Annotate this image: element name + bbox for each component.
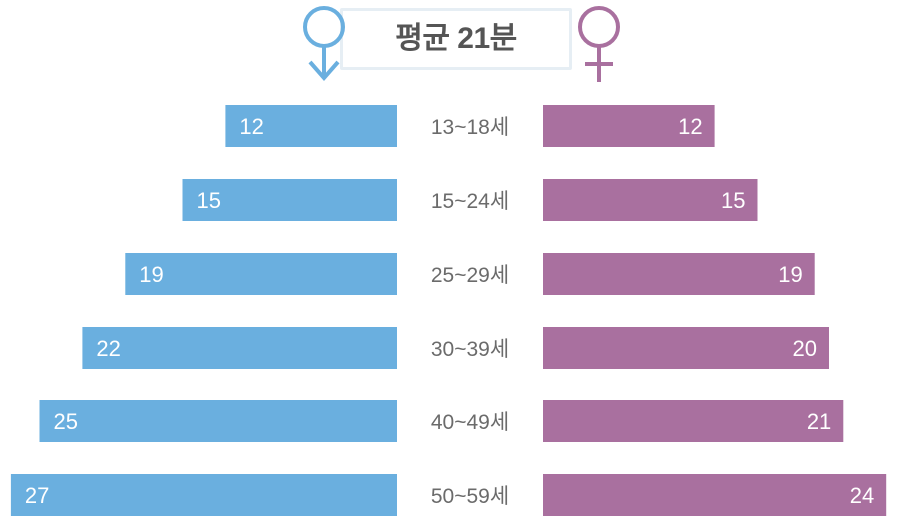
category-label: 13~18세 <box>431 116 509 139</box>
category-label: 50~59세 <box>431 485 509 508</box>
chart-title: 평균 21분 <box>395 22 517 55</box>
male-value-label: 25 <box>54 409 78 434</box>
male-series: 12 15 19 22 25 27 <box>10 105 398 516</box>
category-label: 25~29세 <box>431 264 509 287</box>
male-value-label: 22 <box>96 336 120 361</box>
female-bar <box>543 105 715 147</box>
female-bar <box>543 474 887 516</box>
male-bar <box>10 474 398 516</box>
male-symbol-icon <box>303 6 345 82</box>
female-bar <box>543 400 844 442</box>
male-bar <box>225 105 397 147</box>
female-value-label: 20 <box>793 336 817 361</box>
category-label: 30~39세 <box>431 338 509 361</box>
male-bar <box>125 253 398 295</box>
female-value-label: 12 <box>678 114 702 139</box>
category-labels: 13~18세 15~24세 25~29세 30~39세 40~49세 50~59세 <box>431 116 509 508</box>
female-value-label: 19 <box>778 262 802 287</box>
male-bar <box>182 179 397 221</box>
male-value-label: 19 <box>139 262 163 287</box>
category-label: 40~49세 <box>431 411 509 434</box>
female-bar <box>543 179 758 221</box>
female-series: 12 15 19 20 21 24 <box>543 105 887 516</box>
male-bar <box>82 327 398 369</box>
female-value-label: 21 <box>807 409 831 434</box>
title-banner <box>340 8 572 70</box>
male-value-label: 15 <box>197 188 221 213</box>
male-bar <box>39 400 397 442</box>
male-value-label: 27 <box>25 483 49 508</box>
female-symbol-icon <box>578 6 620 82</box>
category-label: 15~24세 <box>431 190 509 213</box>
female-value-label: 24 <box>850 483 874 508</box>
female-bar <box>543 327 829 369</box>
female-bar <box>543 253 815 295</box>
female-value-label: 15 <box>721 188 745 213</box>
male-value-label: 12 <box>239 114 263 139</box>
